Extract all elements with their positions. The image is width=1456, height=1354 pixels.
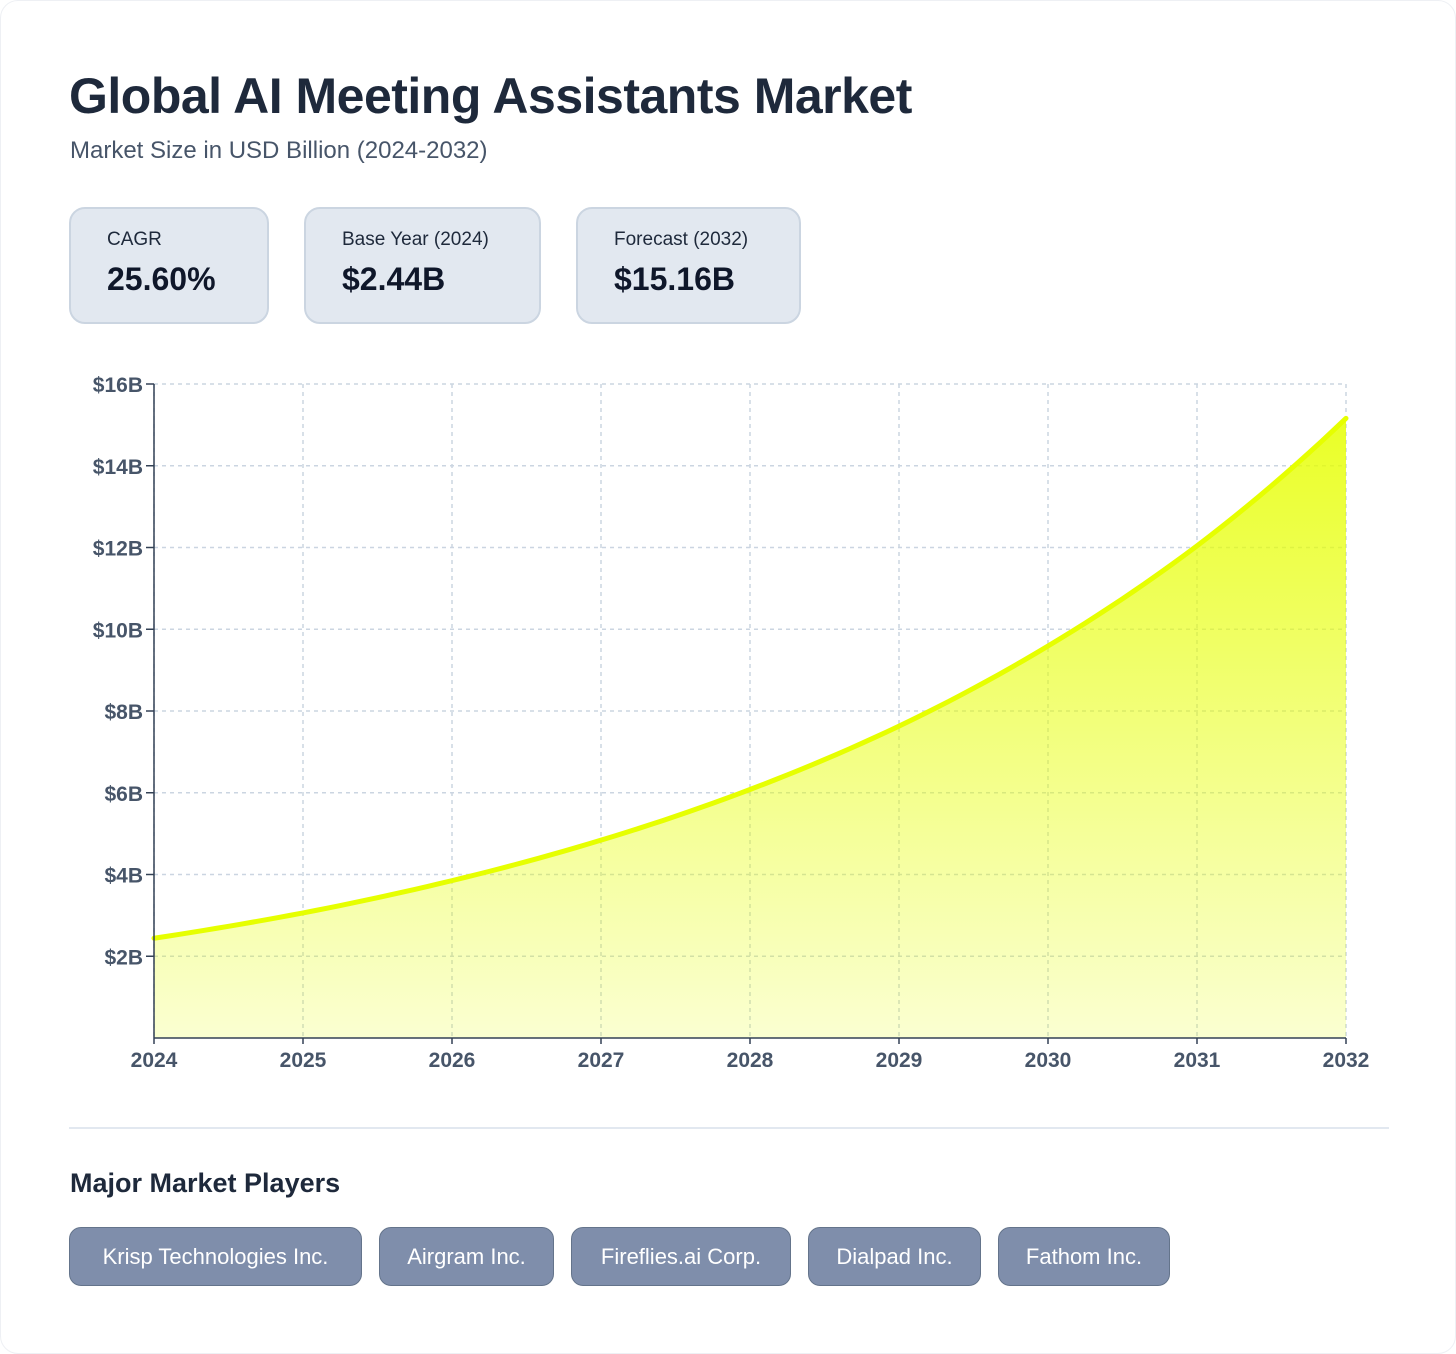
x-tick-label: 2025 [280, 1049, 327, 1072]
stat-label: Base Year (2024) [342, 229, 489, 250]
x-tick-label: 2032 [1323, 1049, 1370, 1072]
player-chip[interactable]: Fireflies.ai Corp. [571, 1227, 791, 1286]
section-divider [69, 1127, 1389, 1129]
y-tick-label: $8B [104, 701, 143, 724]
chart-tick-labels: $2B $4B $6B $8B $10B $12B $14B $16B 2024 2025 2026… [93, 374, 1370, 1072]
stat-card-forecast: Forecast (2032) $15.16B [576, 207, 801, 324]
market-size-chart: $2B $4B $6B $8B $10B $12B $14B $16B 2024 2025 2026… [93, 374, 1370, 1072]
chart-axes [146, 383, 1347, 1044]
stat-value: $15.16B [614, 261, 735, 297]
x-tick-label: 2028 [727, 1049, 774, 1072]
stat-card-base-year: Base Year (2024) $2.44B [304, 207, 541, 324]
player-chip[interactable]: Fathom Inc. [998, 1227, 1170, 1286]
x-tick-label: 2030 [1025, 1049, 1072, 1072]
player-chip[interactable]: Airgram Inc. [379, 1227, 554, 1286]
stat-label: CAGR [107, 229, 162, 250]
stat-label: Forecast (2032) [614, 229, 749, 250]
x-tick-label: 2026 [429, 1049, 476, 1072]
y-tick-label: $14B [93, 456, 143, 479]
page-title: Global AI Meeting Assistants Market [69, 68, 912, 124]
y-tick-label: $12B [93, 538, 143, 561]
x-tick-label: 2027 [578, 1049, 625, 1072]
x-tick-label: 2024 [131, 1049, 178, 1072]
stat-value: $2.44B [342, 261, 446, 297]
x-tick-label: 2031 [1174, 1049, 1221, 1072]
chart-area-layer [151, 415, 1349, 1039]
page-subtitle: Market Size in USD Billion (2024-2032) [70, 137, 488, 164]
player-chip[interactable]: Dialpad Inc. [808, 1227, 981, 1286]
y-tick-label: $2B [104, 946, 143, 969]
y-tick-label: $16B [93, 374, 143, 397]
stat-value: 25.60% [107, 261, 216, 297]
y-tick-label: $4B [104, 865, 143, 888]
series-line [151, 415, 1349, 941]
stat-card-cagr: CAGR 25.60% [69, 207, 269, 324]
players-heading: Major Market Players [70, 1168, 341, 1198]
y-tick-label: $6B [104, 783, 143, 806]
x-tick-label: 2029 [876, 1049, 923, 1072]
player-chip[interactable]: Krisp Technologies Inc. [69, 1227, 362, 1286]
y-tick-label: $10B [93, 619, 143, 642]
